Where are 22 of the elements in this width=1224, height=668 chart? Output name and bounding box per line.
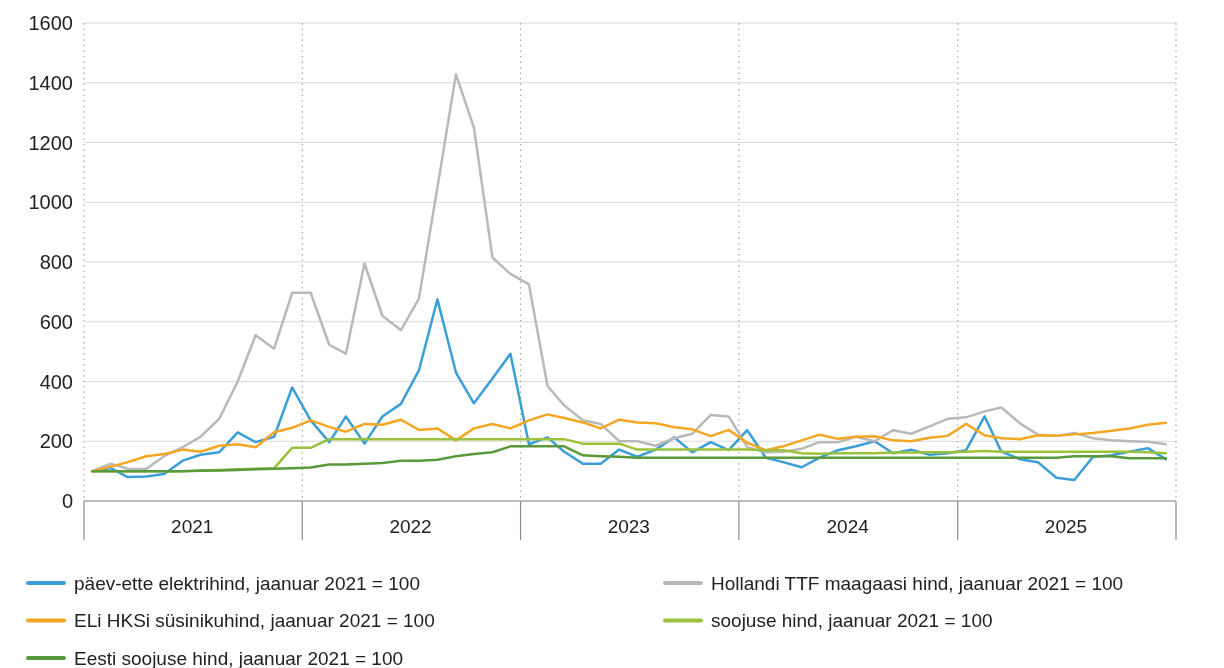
y-tick-label: 400	[39, 370, 73, 393]
x-tick-label: 2024	[826, 515, 870, 537]
y-tick-label: 0	[61, 490, 73, 512]
x-tick-label: 2025	[1044, 515, 1088, 537]
legend-label: Hollandi TTF maagaasi hind, jaanuar 2021 = 100	[711, 572, 1124, 594]
y-tick-label: 600	[39, 310, 73, 333]
y-tick-label: 200	[39, 430, 73, 453]
x-tick-label: 2023	[607, 515, 650, 537]
x-tick-label: 2021	[171, 515, 214, 537]
line-series	[91, 73, 1168, 473]
legend-label: ELi HKSi süsinikuhind, jaanuar 2021 = 100	[74, 610, 435, 632]
legend-label: Eesti soojuse hind, jaanuar 2021 = 100	[74, 647, 404, 668]
x-tick-label: 2022	[389, 515, 432, 537]
y-tick-label: 1400	[28, 71, 73, 94]
y-tick-label: 800	[39, 251, 73, 273]
y-tick-label: 1200	[28, 131, 73, 154]
line-series	[91, 413, 1168, 473]
y-tick-label: 1600	[28, 12, 73, 34]
line-series	[91, 445, 1168, 473]
legend-label: päev-ette elektrihind, jaanuar 2021 = 100	[74, 572, 420, 594]
y-tick-label: 1000	[28, 191, 73, 214]
legend-label: soojuse hind, jaanuar 2021 = 100	[711, 610, 993, 632]
